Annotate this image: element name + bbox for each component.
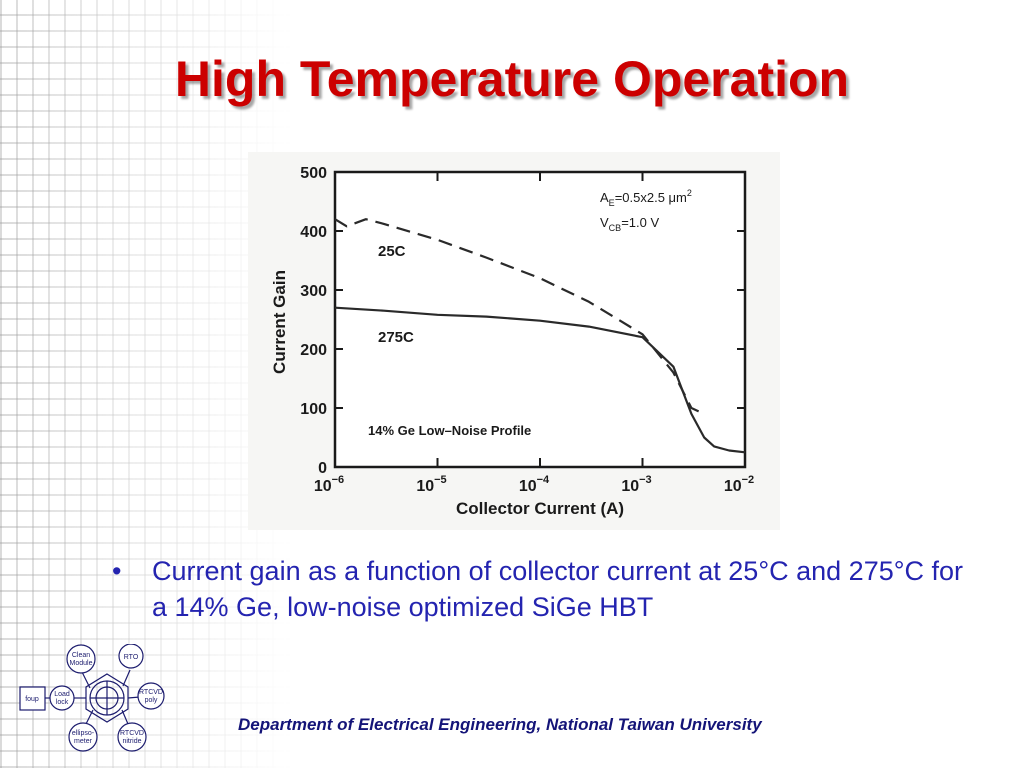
x-tick-label: 10−3 <box>621 474 651 495</box>
y-tick-label: 500 <box>300 165 327 182</box>
rtcvd-nitride-node <box>117 722 147 752</box>
rtcvd-nitride-label-1: RTCVD <box>120 730 144 737</box>
vcb-sub: CB <box>609 223 622 233</box>
y-tick-label: 0 <box>318 460 327 477</box>
series-line-275c <box>334 306 746 454</box>
vcb-main: V <box>600 215 609 230</box>
rto-label: RTO <box>124 654 139 661</box>
y-axis-ticks: 0 100 200 300 400 500 <box>300 165 745 477</box>
load-lock-label-1: Load <box>54 691 70 698</box>
ellipsometer-label-1: ellipso- <box>72 730 95 737</box>
process-cluster-logo: Clean Module RTO RTCVD poly Load lock fo… <box>19 644 165 752</box>
y-axis-title: Current Gain <box>270 270 289 374</box>
connector <box>81 671 91 689</box>
connector <box>122 669 131 687</box>
connector <box>85 709 94 725</box>
profile-annotation: 14% Ge Low–Noise Profile <box>368 423 531 438</box>
x-tick-label: 10−5 <box>416 474 446 495</box>
x-tick-label-base: 10 <box>621 478 639 495</box>
series-label-25c: 25C <box>378 243 406 260</box>
vcb-annotation: VCB=1.0 V <box>600 215 659 233</box>
series-layer: 25C 275C <box>334 218 746 454</box>
ae-sup: 2 <box>687 188 692 198</box>
ellipsometer-node <box>68 722 98 752</box>
rtcvd-poly-label-2: poly <box>145 697 158 704</box>
rtcvd-poly-node <box>137 682 165 710</box>
y-tick-label: 300 <box>300 283 327 300</box>
x-axis-ticks: 10−6 10−5 10−4 10−3 10−2 <box>314 172 754 495</box>
vcb-rest: =1.0 V <box>621 215 659 230</box>
x-axis-title: Collector Current (A) <box>456 499 624 518</box>
x-tick-label-base: 10 <box>314 478 332 495</box>
bullet-text: Current gain as a function of collector … <box>152 556 964 622</box>
series-line-25c <box>334 218 705 415</box>
ae-main: A <box>600 190 609 205</box>
foup-label: foup <box>25 696 39 703</box>
y-tick-label: 400 <box>300 224 327 241</box>
x-tick-label: 10−4 <box>519 474 550 495</box>
ae-sub: E <box>609 198 615 208</box>
rto-node <box>118 644 144 669</box>
foup-box <box>19 686 46 711</box>
rtcvd-poly-label-1: RTCVD <box>139 689 163 696</box>
x-tick-label-exp: −5 <box>434 474 447 486</box>
x-tick-label-base: 10 <box>724 478 742 495</box>
x-tick-label-base: 10 <box>519 478 537 495</box>
bullet-item: • Current gain as a function of collecto… <box>112 553 972 625</box>
x-tick-label: 10−2 <box>724 474 754 495</box>
load-lock-label-2: lock <box>56 699 69 706</box>
load-lock-node <box>49 685 75 711</box>
x-tick-label-exp: −6 <box>332 474 345 486</box>
y-tick-label: 200 <box>300 342 327 359</box>
ae-rest: =0.5x2.5 μm <box>615 190 687 205</box>
x-tick-label-exp: −3 <box>639 474 652 486</box>
background-grid-pattern <box>0 0 290 768</box>
x-tick-label-exp: −2 <box>742 474 755 486</box>
cluster-chamber-outline <box>85 673 129 723</box>
clean-module-label-1: Clean <box>72 652 90 659</box>
slide-title: High Temperature Operation <box>174 51 850 107</box>
x-tick-label-exp: −4 <box>537 474 550 486</box>
y-tick-label: 100 <box>300 401 327 418</box>
connector <box>121 709 129 725</box>
bullet-marker: • <box>112 556 122 586</box>
series-label-275c: 275C <box>378 329 414 346</box>
footer-department: Department of Electrical Engineering, Na… <box>238 715 762 734</box>
ae-annotation: AE=0.5x2.5 μm2 <box>600 188 692 208</box>
rtcvd-nitride-label-2: nitride <box>122 738 141 745</box>
clean-module-node <box>66 644 96 674</box>
x-tick-label: 10−6 <box>314 474 344 495</box>
x-tick-label-base: 10 <box>416 478 434 495</box>
ellipsometer-label-2: meter <box>74 738 93 745</box>
clean-module-label-2: Module <box>70 660 93 667</box>
